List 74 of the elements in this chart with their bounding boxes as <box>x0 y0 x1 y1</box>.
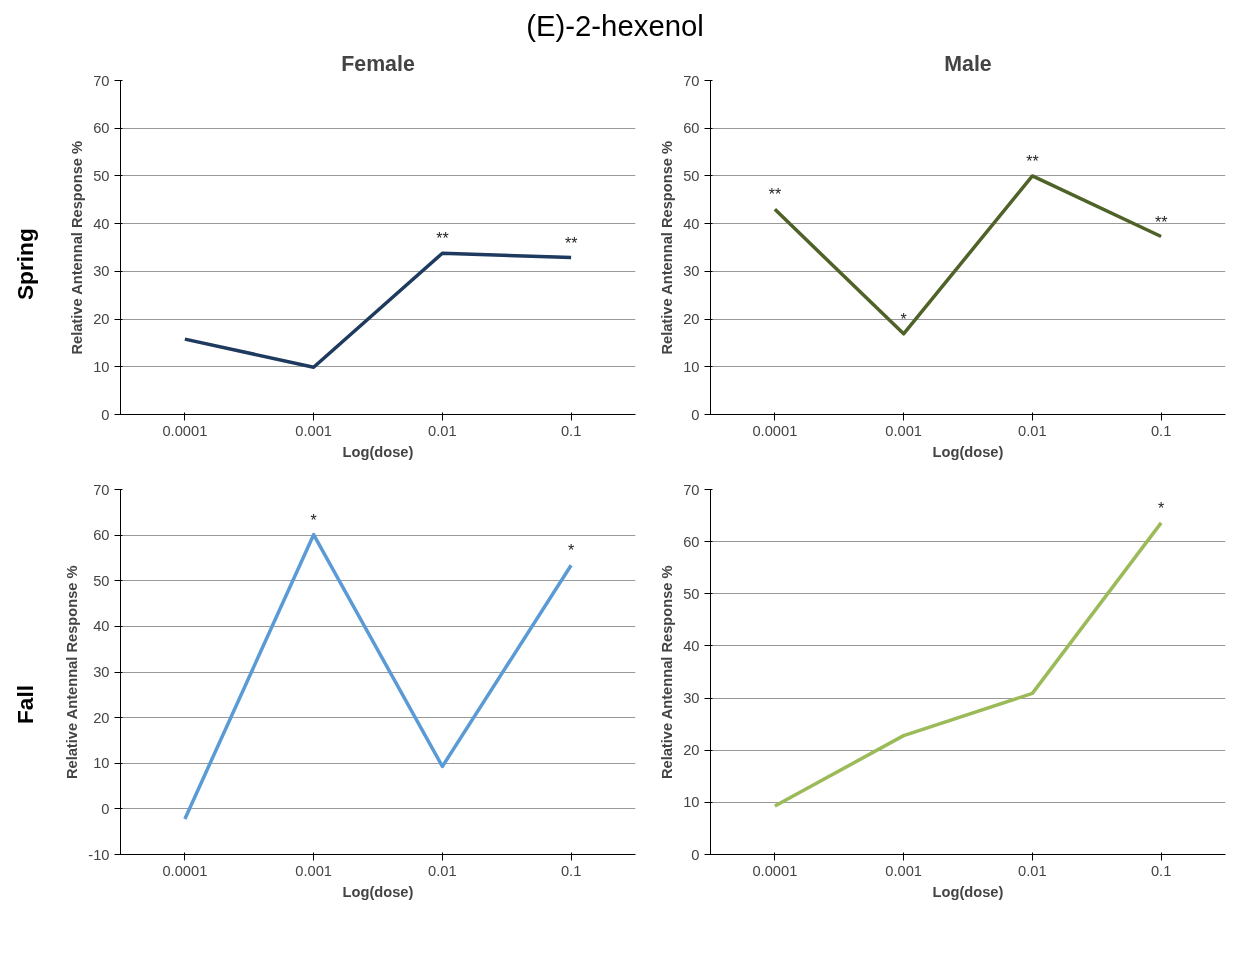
y-tick-label: 40 <box>93 618 110 635</box>
y-tick-label: 70 <box>93 481 110 498</box>
y-tick-label: 30 <box>93 664 110 680</box>
chart-subtitle: Male <box>944 51 992 76</box>
y-tick-label: 50 <box>93 167 110 184</box>
x-tick-label: 0.001 <box>295 862 332 879</box>
x-axis-title: Log(dose) <box>932 443 1004 460</box>
annotation: ** <box>1154 213 1168 231</box>
y-axis-title: Relative Antennal Response % <box>69 140 86 355</box>
y-tick-label: 40 <box>683 215 700 232</box>
text: Fall <box>10 684 39 724</box>
y-tick-label: 10 <box>93 358 110 375</box>
y-tick-label: 70 <box>683 72 700 89</box>
x-tick-label: 0.001 <box>295 422 332 439</box>
chart-subtitle: Female <box>341 51 415 76</box>
y-tick-label: 50 <box>683 167 700 184</box>
y-tick-label: 0 <box>691 406 700 423</box>
x-tick-label: 0.01 <box>428 862 457 879</box>
annotation: ** <box>768 186 782 204</box>
y-tick-label: 10 <box>683 794 700 811</box>
annotation: * <box>310 511 317 529</box>
y-tick-label: 20 <box>93 709 110 726</box>
x-tick-label: 0.01 <box>1018 862 1047 879</box>
y-tick-label: 50 <box>683 585 700 602</box>
annotation: * <box>1158 499 1165 517</box>
annotation: * <box>900 310 907 328</box>
y-tick-label: 20 <box>93 311 110 328</box>
y-tick-label: 60 <box>683 533 700 550</box>
y-tick-label: 30 <box>93 263 110 280</box>
x-tick-label: 0.01 <box>1018 422 1047 439</box>
y-tick-label: 30 <box>683 263 700 280</box>
x-tick-label: 0.1 <box>560 422 582 439</box>
x-tick-label: 0.0001 <box>162 862 208 879</box>
x-axis-title: Log(dose) <box>342 883 414 900</box>
x-tick-label: 0.1 <box>1150 422 1172 439</box>
y-tick-label: 70 <box>93 72 110 89</box>
y-tick-label: -10 <box>88 846 110 863</box>
x-tick-label: 0.0001 <box>752 862 798 879</box>
x-tick-label: 0.001 <box>885 862 922 879</box>
x-tick-label: 0.0001 <box>752 422 798 439</box>
annotation: ** <box>564 234 578 252</box>
y-axis-title: Relative Antennal Response % <box>659 565 676 780</box>
y-tick-label: 60 <box>683 120 700 137</box>
y-tick-label: 10 <box>93 755 110 772</box>
x-tick-label: 0.0001 <box>162 422 208 439</box>
y-tick-label: 60 <box>93 527 110 544</box>
y-tick-label: 0 <box>101 800 110 817</box>
annotation: ** <box>436 230 449 248</box>
annotation: ** <box>1026 152 1039 170</box>
y-tick-label: 40 <box>93 215 110 232</box>
y-tick-label: 10 <box>683 358 700 375</box>
y-tick-label: 70 <box>683 481 700 498</box>
chart-title: (E)-2-hexenol <box>526 8 704 44</box>
y-tick-label: 50 <box>93 572 110 589</box>
line-series <box>183 532 573 821</box>
y-tick-label: 20 <box>683 742 700 759</box>
y-tick-label: 0 <box>691 846 700 863</box>
line-series <box>183 251 573 370</box>
y-tick-label: 60 <box>93 120 110 137</box>
y-tick-label: 20 <box>683 311 700 328</box>
text: Spring <box>10 228 39 300</box>
y-tick-label: 40 <box>683 637 700 654</box>
x-tick-label: 0.1 <box>1150 862 1172 879</box>
y-tick-label: 30 <box>683 690 700 707</box>
y-axis-title: Relative Antennal Response % <box>64 565 81 780</box>
x-tick-label: 0.001 <box>885 422 922 439</box>
x-tick-label: 0.01 <box>428 422 457 439</box>
x-axis-title: Log(dose) <box>932 883 1004 900</box>
annotation: * <box>568 542 575 560</box>
y-axis-title: Relative Antennal Response % <box>659 140 676 355</box>
x-axis-title: Log(dose) <box>342 443 414 460</box>
line-series <box>773 521 1163 808</box>
y-tick-label: 0 <box>101 406 110 423</box>
x-tick-label: 0.1 <box>560 862 582 879</box>
